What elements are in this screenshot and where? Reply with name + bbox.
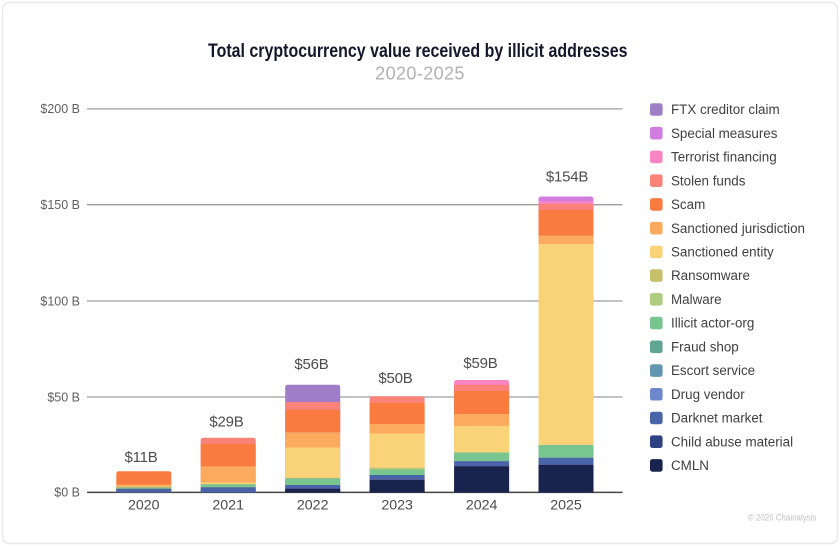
svg-text:$59B: $59B (463, 355, 497, 372)
svg-text:Special measures: Special measures (671, 126, 778, 141)
svg-text:2023: 2023 (381, 497, 413, 513)
svg-text:© 2026 Chainalysis: © 2026 Chainalysis (748, 513, 817, 523)
svg-text:2020-2025: 2020-2025 (375, 64, 465, 84)
svg-text:$0 B: $0 B (54, 486, 80, 500)
svg-text:Terrorist financing: Terrorist financing (671, 150, 777, 165)
svg-text:2022: 2022 (297, 497, 329, 513)
svg-text:Child abuse material: Child abuse material (671, 434, 793, 449)
svg-text:$50 B: $50 B (47, 390, 80, 404)
svg-text:Drug vendor: Drug vendor (671, 387, 745, 402)
svg-text:CMLN: CMLN (671, 458, 709, 473)
svg-text:FTX creditor claim: FTX creditor claim (671, 102, 780, 117)
svg-text:$29B: $29B (209, 414, 243, 431)
svg-text:$11B: $11B (124, 449, 157, 466)
svg-text:Scam: Scam (671, 197, 705, 212)
svg-text:$100 B: $100 B (40, 294, 80, 308)
svg-text:Sanctioned entity: Sanctioned entity (671, 244, 774, 259)
svg-text:$200 B: $200 B (40, 102, 80, 116)
svg-text:2025: 2025 (550, 497, 582, 513)
svg-text:2021: 2021 (212, 497, 244, 513)
svg-text:2024: 2024 (466, 497, 498, 513)
svg-text:Total cryptocurrency value rec: Total cryptocurrency value received by i… (208, 41, 628, 62)
svg-text:Ransomware: Ransomware (671, 268, 750, 283)
svg-text:Stolen funds: Stolen funds (671, 173, 746, 188)
svg-text:2020: 2020 (128, 497, 160, 513)
svg-text:Fraud shop: Fraud shop (671, 339, 739, 354)
svg-text:$154B: $154B (546, 169, 589, 186)
svg-text:Sanctioned jurisdiction: Sanctioned jurisdiction (671, 221, 805, 236)
svg-text:Escort service: Escort service (671, 363, 755, 378)
svg-text:$150 B: $150 B (40, 198, 80, 212)
svg-text:$56B: $56B (294, 356, 328, 373)
svg-text:Darknet market: Darknet market (671, 411, 763, 426)
svg-text:$50B: $50B (378, 370, 412, 387)
svg-text:Illicit actor-org: Illicit actor-org (671, 316, 754, 331)
svg-text:Malware: Malware (671, 292, 722, 307)
